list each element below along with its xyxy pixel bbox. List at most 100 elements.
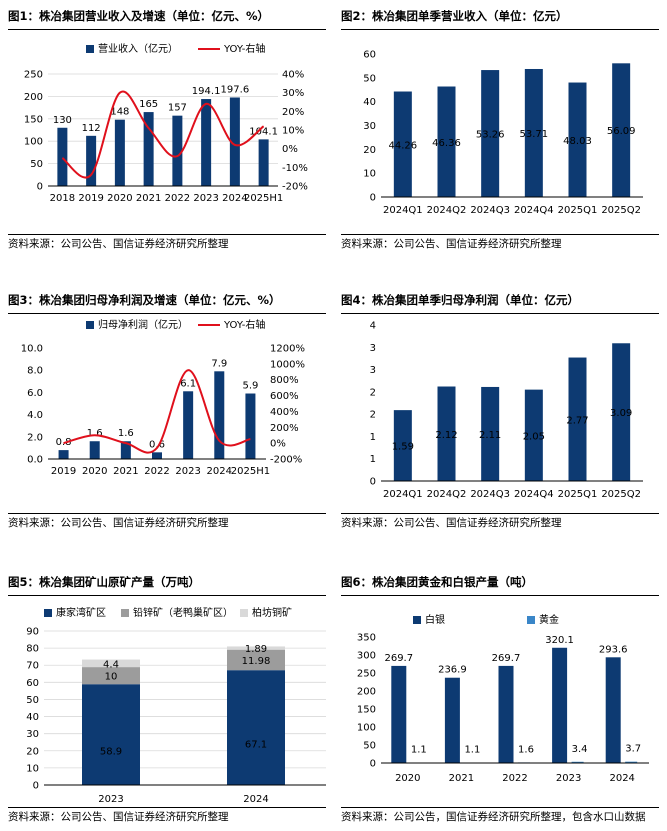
y-axis-tick-label: 50	[30, 159, 43, 170]
data-label: 1.59	[392, 442, 414, 453]
stack-segment	[82, 659, 140, 668]
x-tick-label: 2021	[449, 773, 474, 784]
figure-6-title: 图6：株冶集团黄金和白银产量（吨）	[341, 575, 533, 589]
bar	[214, 371, 225, 459]
x-tick-label: 2024Q3	[470, 205, 510, 216]
y-axis-tick-label: 30	[363, 121, 376, 132]
legend-series-swatch	[121, 609, 129, 617]
figure-4-divider-bottom	[341, 513, 659, 514]
bar	[120, 441, 131, 459]
y-axis-tick-label: 0	[37, 182, 43, 193]
x-tick-label: 2024	[243, 794, 268, 805]
x-tick-label: 2024Q2	[427, 205, 467, 216]
figure-3: 图3：株冶集团归母净利润及增速（单位：亿元、%） 0.0 2.0 4.0 6.0 8.0…	[8, 290, 326, 540]
legend-silver-swatch	[413, 616, 421, 624]
y-axis-tick-label: 200	[24, 92, 43, 103]
y-axis-tick-label: 10	[363, 169, 376, 180]
figure-3-chart: 0.0 2.0 4.0 6.0 8.0 10.0 -200% 0% 200% 400% 600% 80…	[21, 318, 305, 477]
x-tick-label: 2024Q3	[470, 489, 510, 500]
bar-silver	[498, 665, 514, 763]
data-label: 53.26	[476, 130, 505, 141]
x-tick-label: 2022	[502, 773, 527, 784]
bar	[89, 441, 100, 459]
figure-3-title: 图3：株冶集团归母净利润及增速（单位：亿元、%）	[8, 293, 281, 307]
bar	[568, 357, 587, 481]
data-label: 7.9	[211, 358, 227, 369]
y2-axis-tick-label: -20%	[282, 182, 308, 193]
bar	[437, 86, 456, 197]
y-axis-tick-label: 4.0	[27, 410, 43, 421]
figure-6-source: 资料来源：公司公告，国信证券经济研究所整理，包含水口山数据	[341, 811, 646, 823]
x-tick-label: 2024	[207, 466, 232, 477]
data-label: 53.71	[520, 129, 549, 140]
stack-segment	[82, 667, 140, 685]
y2-axis-tick-label: 20%	[282, 107, 304, 118]
data-label: 3.09	[610, 408, 632, 419]
x-tick-label: 2024Q1	[383, 205, 423, 216]
data-label: 48.03	[563, 136, 592, 147]
data-label: 1.6	[87, 428, 103, 439]
legend-series-swatch	[240, 609, 248, 617]
data-label: 3.4	[572, 744, 588, 755]
legend-series: 铅锌矿（老鸭巢矿区）	[133, 606, 233, 619]
y-axis-tick-label: 2	[370, 410, 376, 421]
figure-3-source: 资料来源：公司公告、国信证券经济研究所整理	[8, 517, 229, 529]
x-tick-label: 2024Q1	[383, 489, 423, 500]
x-tick-label: 2025Q1	[558, 205, 598, 216]
bar	[437, 386, 456, 481]
bar	[524, 389, 543, 481]
y2-axis-tick-label: 0%	[270, 439, 286, 450]
y-axis-tick-label: 60	[363, 50, 376, 61]
x-tick-label: 2025Q1	[558, 489, 598, 500]
figure-1-divider-bottom	[8, 234, 326, 235]
data-label: 4.4	[103, 659, 119, 670]
figure-2-divider-bottom	[341, 234, 659, 235]
y-axis-tick-label: 1	[370, 432, 376, 443]
bar	[481, 386, 500, 481]
x-tick-label: 2019	[51, 466, 76, 477]
stack-segment	[82, 684, 140, 785]
y-axis-tick-label: 250	[357, 669, 376, 680]
y-axis-tick-label: 40	[363, 97, 376, 108]
y-axis-tick-label: 3	[370, 343, 376, 354]
bar	[481, 70, 500, 197]
x-tick-label: 2018	[50, 193, 75, 204]
y-axis-tick-label: 90	[26, 627, 39, 638]
x-tick-label: 2024	[222, 193, 247, 204]
figure-4-divider	[341, 313, 659, 314]
legend-series-swatch	[44, 609, 52, 617]
y-axis-tick-label: 70	[26, 661, 39, 672]
data-label: 236.9	[438, 665, 467, 676]
data-label: 0.6	[149, 439, 165, 450]
data-label: 104.1	[249, 126, 278, 137]
bar	[393, 410, 412, 481]
data-label: 11.98	[242, 656, 271, 667]
y2-axis-tick-label: -200%	[270, 455, 302, 466]
data-label: 293.6	[599, 644, 628, 655]
x-tick-label: 2025H1	[244, 193, 283, 204]
y-axis-tick-label: 1	[370, 454, 376, 465]
bar	[612, 343, 631, 481]
data-label: 269.7	[384, 653, 413, 664]
data-label: 44.26	[389, 140, 418, 151]
bar-silver	[444, 677, 460, 763]
y2-axis-tick-label: 800%	[270, 375, 299, 386]
figure-4: 图4：株冶集团单季归母净利润（单位：亿元） 0 1 1 2 2 3 3 4 2024Q1 1.59…	[341, 290, 659, 540]
bar-silver	[552, 647, 568, 763]
figure-5-divider-bottom	[8, 807, 326, 808]
x-tick-label: 2022	[144, 466, 169, 477]
bar-silver	[605, 657, 621, 763]
figure-1-chart: 0 50 100 150 200 250 -20% -10% 0% 10% 20% 30% 40% 201…	[24, 42, 308, 204]
y-axis-tick-label: 0.0	[27, 455, 43, 466]
legend-gold: 黄金	[539, 613, 559, 626]
bar	[183, 391, 194, 459]
bar	[152, 452, 162, 459]
data-label: 1.1	[464, 745, 480, 756]
x-tick-label: 2024Q4	[514, 205, 554, 216]
bar	[172, 115, 183, 186]
data-label: 1.6	[518, 744, 534, 755]
legend-gold-swatch	[527, 616, 535, 624]
y-axis-tick-label: 0	[370, 193, 376, 204]
y-axis-tick-label: 10.0	[21, 344, 43, 355]
y-axis-tick-label: 150	[24, 114, 43, 125]
